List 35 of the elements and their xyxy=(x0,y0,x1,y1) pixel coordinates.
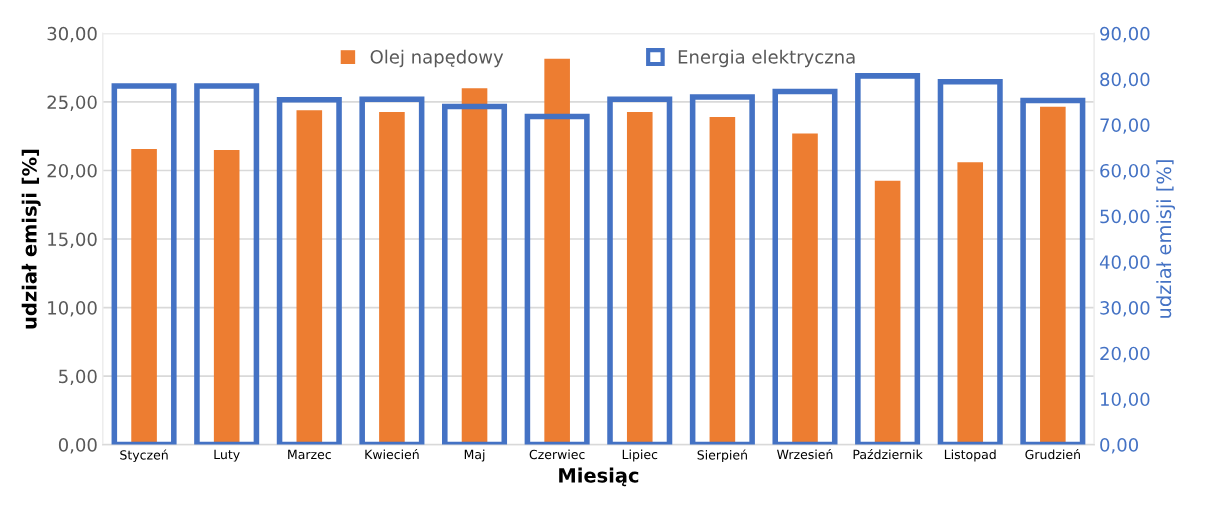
y2-tick-label: 40,00 xyxy=(1099,255,1150,271)
y-tick-label: 30,00 xyxy=(47,26,97,43)
y2-axis-title: udział emisji [%] xyxy=(1156,160,1176,318)
y-tick-label: 5,00 xyxy=(59,369,97,386)
y2-tick-label: 80,00 xyxy=(1100,72,1150,89)
x-tick-label: Wrzesień xyxy=(777,448,833,460)
x-tick-label: Styczeń xyxy=(120,449,168,463)
x-tick-label: Październik xyxy=(853,448,923,460)
x-tick-label: Kwiecień xyxy=(365,448,419,460)
y2-tick-label: 10,00 xyxy=(1100,392,1150,408)
x-tick-label: Sierpień xyxy=(697,449,747,463)
x-tick-label: Grudzień xyxy=(1025,448,1080,460)
y-tick-label: 15,00 xyxy=(48,232,97,248)
bar xyxy=(874,180,901,445)
y2-tick-label: 30,00 xyxy=(1100,301,1150,317)
x-tick-label: Marzec xyxy=(288,449,331,460)
legend-label: Olej napędowy xyxy=(370,49,504,68)
y2-tick-label: 20,00 xyxy=(1100,346,1150,363)
y2-tick-label: 0,00 xyxy=(1100,438,1139,454)
x-axis-title: Miesiąc xyxy=(559,467,639,487)
y-tick-label: 10,00 xyxy=(48,301,97,317)
x-tick-label: Maj xyxy=(464,449,485,462)
y-axis-title: udział emisji [%] xyxy=(21,149,41,329)
y2-tick-label: 90,00 xyxy=(1100,26,1150,43)
legend-label: Energia elektryczna xyxy=(678,49,855,68)
y2-tick-label: 70,00 xyxy=(1100,118,1150,134)
x-tick-label: Lipiec xyxy=(622,449,658,462)
y2-tick-label: 50,00 xyxy=(1100,209,1150,226)
y-tick-label: 25,00 xyxy=(47,95,97,111)
y2-tick-label: 60,00 xyxy=(1100,163,1150,180)
x-tick-label: Czerwiec xyxy=(529,449,585,460)
x-tick-label: Luty xyxy=(214,449,240,462)
y-tick-label: 0,00 xyxy=(58,438,97,454)
y-tick-label: 20,00 xyxy=(47,163,97,180)
x-tick-label: Listopad xyxy=(944,449,996,462)
